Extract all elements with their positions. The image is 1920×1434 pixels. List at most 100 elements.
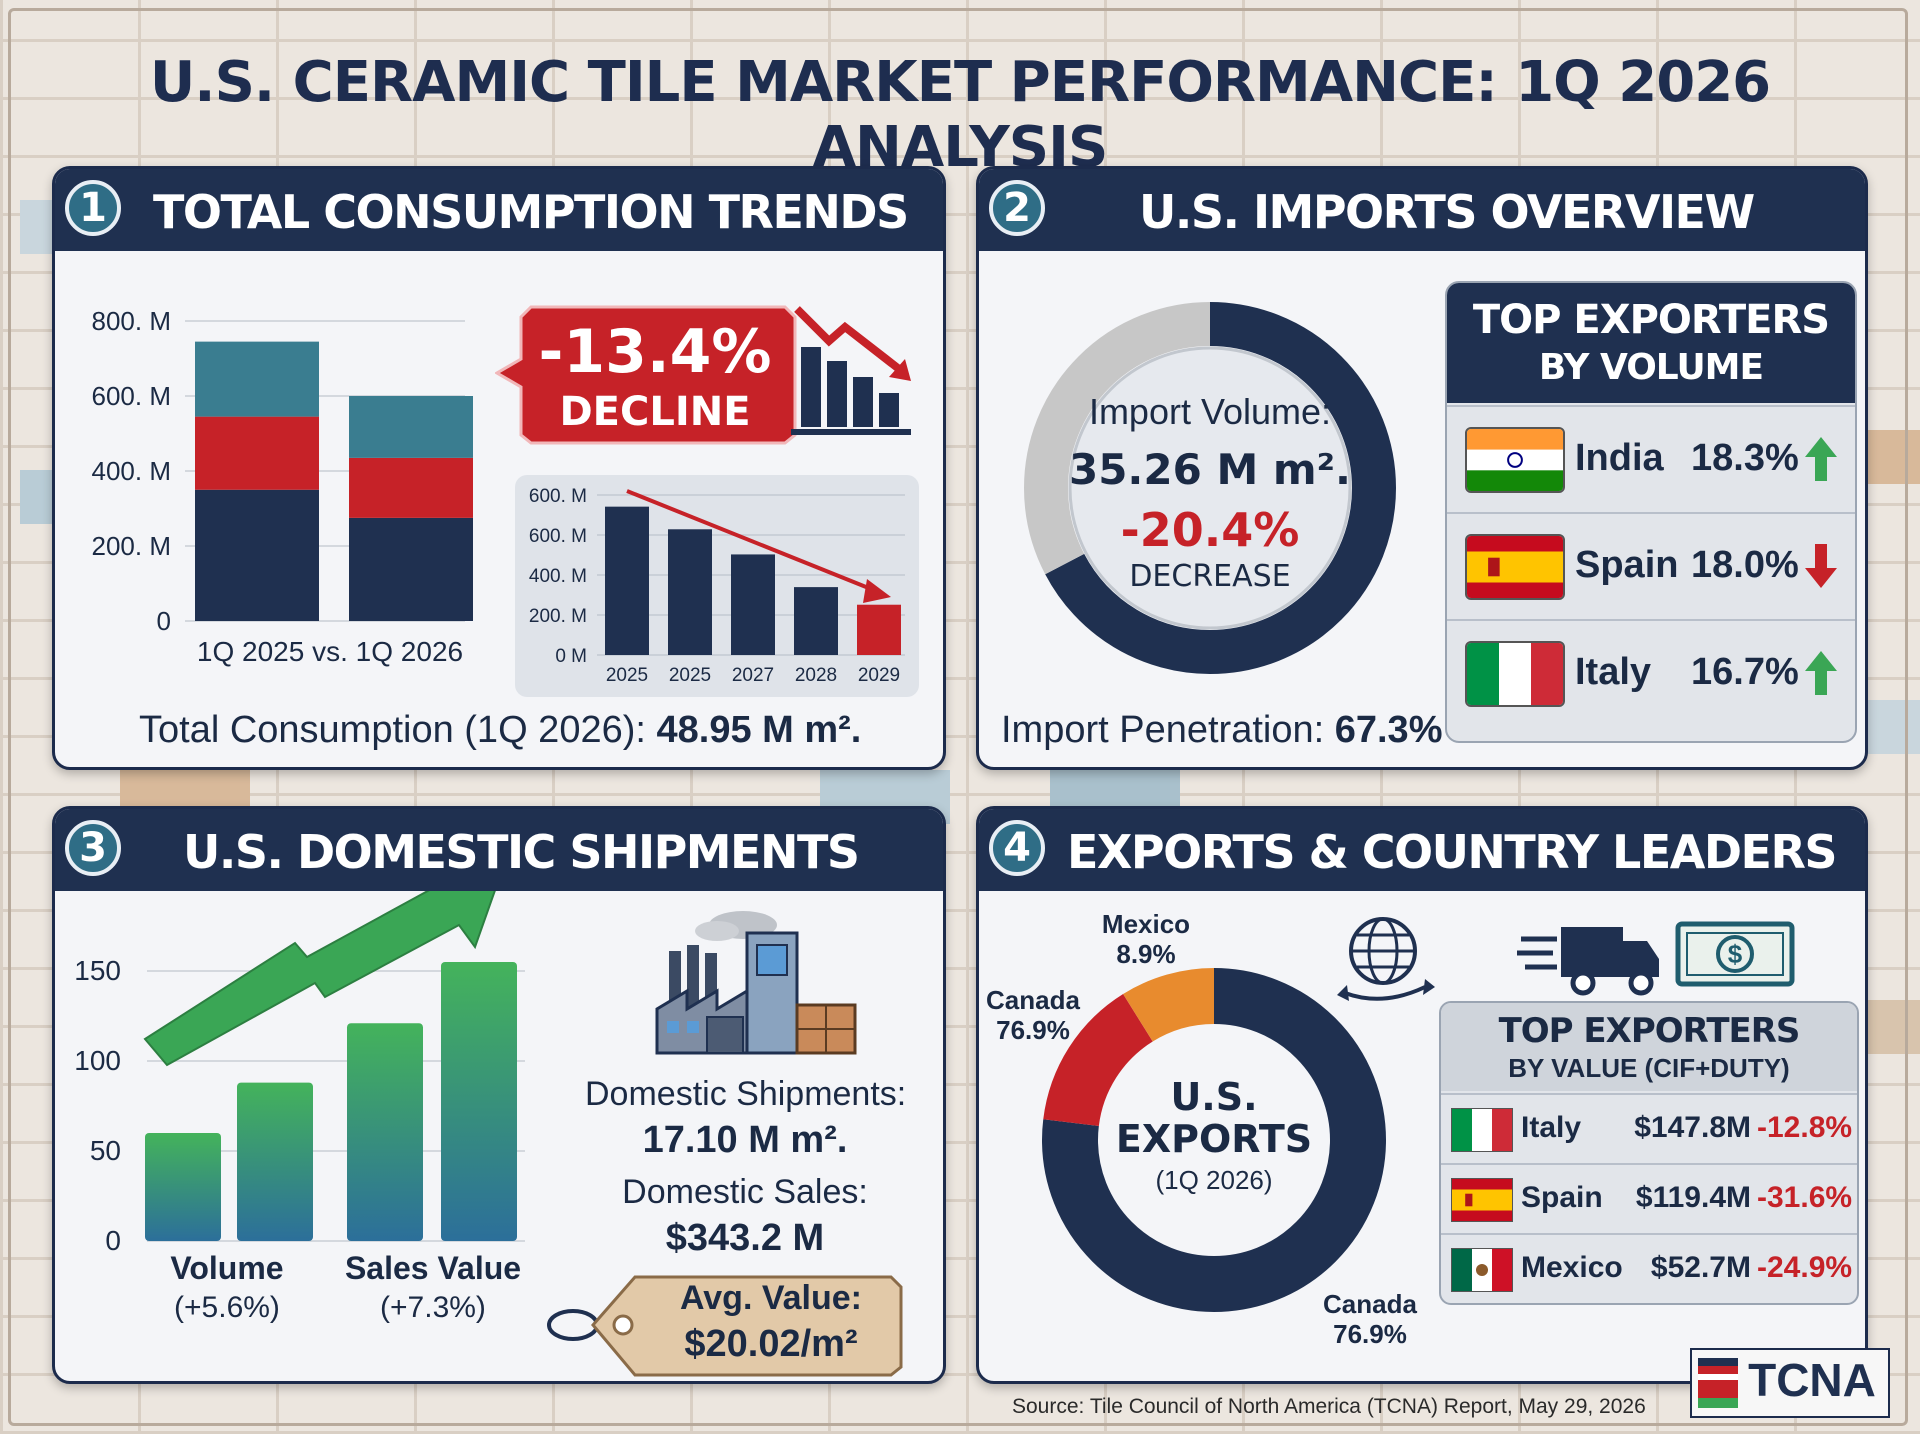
exporter-share: 16.7%: [1691, 651, 1799, 693]
exporter-share: 18.3%: [1691, 437, 1799, 479]
x-tick-label: 2028: [795, 665, 837, 686]
declining-bars-icon: [791, 306, 911, 435]
top-exporters-volume-card: TOP EXPORTERS BY VOLUME India 18.3% Spain 1…: [1445, 281, 1857, 743]
value-exporter-change: -31.6%: [1757, 1181, 1853, 1214]
y-tick-label: 800. M: [92, 306, 172, 336]
import-volume-label: Import Volume:: [1088, 391, 1332, 432]
shipment-bar: [347, 1023, 423, 1241]
panel-title: TOTAL CONSUMPTION TRENDS: [153, 185, 909, 239]
trend-bar: [731, 554, 775, 655]
value-exporter-row: Italy $147.8M -12.8%: [1441, 1093, 1857, 1163]
canada-bottom-pct: 76.9%: [1333, 1319, 1407, 1349]
exports-donut-title: U.S.: [1170, 1075, 1258, 1119]
stacked-bar-segment: [349, 396, 473, 458]
value-exporter-country: Italy: [1521, 1111, 1582, 1144]
y-tick-label: 200. M: [92, 531, 172, 561]
penetration-value: 67.3%: [1334, 709, 1443, 751]
exports-donut-subtitle: EXPORTS: [1115, 1117, 1313, 1161]
x-tick-label: 2027: [732, 665, 774, 686]
italy-flag-icon: [1451, 1108, 1513, 1152]
panel-exports-leaders: 4 EXPORTS & COUNTRY LEADERS U.S. EXPORTS…: [976, 806, 1868, 1384]
top-exporters-value-card: TOP EXPORTERS BY VALUE (CIF+DUTY) Italy $…: [1439, 1001, 1859, 1305]
import-volume-change: -20.4%: [1120, 503, 1300, 557]
avg-value: $20.02/m²: [684, 1323, 858, 1365]
canada-bottom-label: Canada: [1323, 1289, 1417, 1319]
source-note: Source: Tile Council of North America (T…: [1012, 1395, 1646, 1418]
decline-callout: -13.4% DECLINE: [495, 297, 803, 449]
exporters-volume-subtitle: BY VOLUME: [1538, 347, 1764, 388]
donut-center: [1099, 1025, 1329, 1255]
trend-bar: [668, 529, 712, 655]
value-exporter-value: $147.8M: [1634, 1111, 1751, 1144]
globe-icon: [1337, 917, 1435, 1001]
arrow-down-icon: [1805, 544, 1837, 588]
spain-flag-icon: [1465, 534, 1565, 600]
stacked-bar-segment: [349, 457, 473, 518]
stacked-bar-segment: [195, 489, 319, 621]
group-change: (+5.6%): [174, 1291, 280, 1324]
mexico-pct: 8.9%: [1116, 939, 1176, 969]
y-tick-label: 600. M: [529, 526, 587, 547]
page-title: U.S. CERAMIC TILE MARKET PERFORMANCE: 1Q…: [149, 50, 1771, 180]
shipment-bar: [145, 1133, 221, 1241]
exporter-country: Italy: [1575, 651, 1652, 693]
avg-value-label: Avg. Value:: [679, 1279, 863, 1317]
shipment-bar: [237, 1082, 313, 1241]
exporters-volume-title: TOP EXPORTERS: [1472, 297, 1830, 343]
trend-bar: [605, 506, 649, 655]
panel-header: 1 TOTAL CONSUMPTION TRENDS: [55, 169, 943, 251]
panel-imports-overview: 2 U.S. IMPORTS OVERVIEW Import Volume: 3…: [976, 166, 1868, 770]
panel-header: 2 U.S. IMPORTS OVERVIEW: [979, 169, 1865, 251]
trend-arrow-head: [863, 579, 891, 603]
y-tick-label: 100: [74, 1045, 121, 1076]
page-frame: [8, 8, 1908, 1426]
stacked-bar-segment: [195, 416, 319, 490]
delivery-truck-icon: [1517, 927, 1659, 996]
exporters-value-subtitle: BY VALUE (CIF+DUTY): [1508, 1053, 1790, 1083]
y-tick-label: 0: [105, 1225, 121, 1256]
exporter-country: Spain: [1575, 544, 1679, 586]
exporter-country: India: [1575, 437, 1664, 479]
svg-text:$: $: [1728, 939, 1743, 969]
y-tick-label: 600. M: [529, 486, 587, 507]
logo-text: TCNA: [1748, 1354, 1876, 1406]
panel-title: EXPORTS & COUNTRY LEADERS: [1067, 825, 1838, 879]
shipments-value: 17.10 M m².: [642, 1119, 848, 1161]
import-penetration: Import Penetration: 67.3%: [1001, 709, 1442, 752]
india-flag-icon: [1465, 427, 1565, 493]
y-tick-label: 200: [74, 891, 121, 896]
group-label: Sales Value: [345, 1250, 521, 1286]
domestic-shipments-chart: 200 150 100 50 0 Volume (+5.6%) Sales Value (+7.…: [74, 891, 525, 1324]
group-label: Volume: [170, 1250, 283, 1286]
exporter-row: Italy 16.7%: [1447, 619, 1855, 725]
panel-number: 3: [65, 820, 121, 876]
trend-arrow-line: [626, 489, 882, 595]
panel-total-consumption: 1 TOTAL CONSUMPTION TRENDS 800. M 600. M 4…: [52, 166, 946, 770]
panel-number: 4: [989, 820, 1045, 876]
value-exporter-row: Spain $119.4M -31.6%: [1441, 1163, 1857, 1233]
y-tick-label: 0 M: [555, 646, 587, 667]
import-volume-value: 35.26 M m².: [1068, 445, 1351, 494]
import-volume-word: DECREASE: [1129, 559, 1291, 594]
trend-bar: [857, 604, 901, 655]
stacked-bar-segment: [349, 517, 473, 621]
donut-slice: [1024, 302, 1396, 674]
donut-center: [1068, 346, 1352, 630]
shipments-label: Domestic Shipments:: [585, 1075, 907, 1113]
trend-chart-card: [515, 475, 919, 697]
summary-value: 48.95 M m².: [656, 709, 862, 751]
decline-percent: -13.4%: [538, 317, 772, 387]
value-exporter-row: Mexico $52.7M -24.9%: [1441, 1233, 1857, 1303]
panel-domestic-shipments: 3 U.S. DOMESTIC SHIPMENTS 200 150 100 50 0 Vo…: [52, 806, 946, 1384]
value-exporter-change: -24.9%: [1757, 1251, 1853, 1284]
y-tick-label: 600. M: [92, 381, 172, 411]
panel-number: 1: [65, 180, 121, 236]
price-tag-icon: [547, 1275, 903, 1377]
penetration-label: Import Penetration:: [1001, 709, 1335, 751]
trend-bar: [794, 587, 838, 655]
value-exporter-change: -12.8%: [1757, 1111, 1853, 1144]
growth-arrow: [143, 891, 496, 1067]
arrow-up-icon: [1805, 651, 1837, 695]
panel-title: U.S. IMPORTS OVERVIEW: [1139, 185, 1755, 239]
tcna-logo: TCNA: [1690, 1348, 1890, 1418]
